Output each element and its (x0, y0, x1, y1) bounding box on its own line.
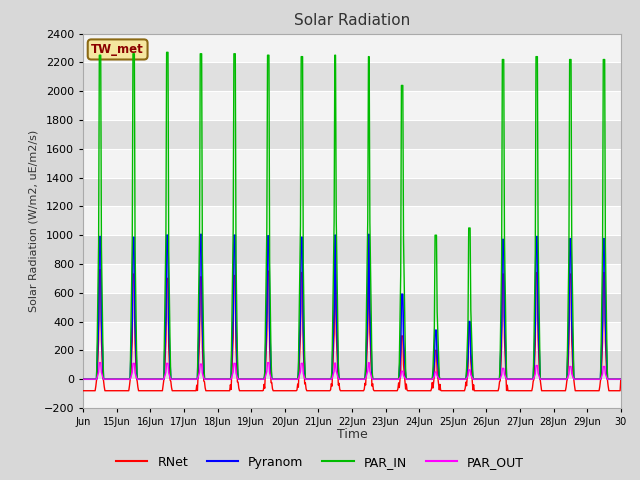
Bar (83, 235, 621, 264)
Y-axis label: Solar Radiation (W/m2, uE/m2/s): Solar Radiation (W/m2, uE/m2/s) (28, 130, 38, 312)
Bar (83, 62, 621, 91)
Text: TW_met: TW_met (92, 43, 144, 56)
Bar (83, 322, 621, 350)
Title: Solar Radiation: Solar Radiation (294, 13, 410, 28)
Bar (83, 120, 621, 149)
Bar (83, 34, 621, 62)
Bar (83, 264, 621, 293)
Bar (83, 293, 621, 322)
Bar (83, 350, 621, 379)
Bar (83, 178, 621, 206)
Bar (83, 91, 621, 120)
Bar (83, 379, 621, 408)
Bar (83, 149, 621, 178)
Legend: RNet, Pyranom, PAR_IN, PAR_OUT: RNet, Pyranom, PAR_IN, PAR_OUT (111, 451, 529, 474)
X-axis label: Time: Time (337, 429, 367, 442)
Bar (83, 206, 621, 235)
